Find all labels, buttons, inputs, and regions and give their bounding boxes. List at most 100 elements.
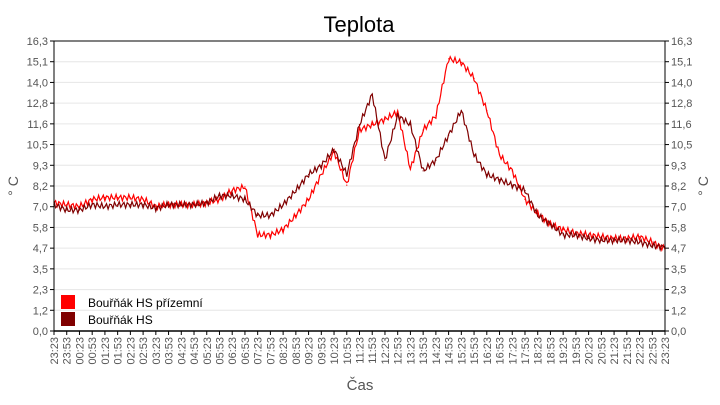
x-tick-label: 04:53 — [189, 337, 201, 365]
data-point — [155, 207, 157, 209]
y-tick-label-left: 10,5 — [27, 140, 48, 152]
data-point — [588, 237, 590, 240]
series-line-0 — [53, 55, 666, 253]
data-point — [358, 129, 361, 131]
x-tick-label: 00:53 — [87, 337, 99, 365]
y-tick-label-right: 2,3 — [671, 285, 686, 297]
y-tick-label-left: 5,8 — [33, 222, 48, 234]
data-point — [66, 204, 68, 206]
x-tick-label: 02:23 — [125, 337, 137, 365]
x-tick-label: 19:53 — [571, 337, 583, 365]
data-point — [231, 189, 233, 192]
x-tick-label: 21:53 — [622, 337, 634, 365]
data-point — [206, 202, 208, 204]
data-point — [549, 223, 552, 225]
data-point — [384, 118, 386, 120]
x-tick-label: 12:53 — [393, 337, 405, 365]
data-point — [244, 198, 246, 200]
x-tick-label: 17:53 — [520, 337, 532, 365]
data-point — [397, 111, 399, 113]
data-point — [638, 236, 641, 238]
data-point — [282, 228, 284, 231]
y-tick-label-right: 15,1 — [671, 57, 692, 69]
data-point — [511, 184, 513, 186]
data-point — [117, 204, 119, 206]
data-point — [66, 209, 68, 211]
y-tick-label-left: 15,1 — [27, 57, 48, 69]
data-point — [448, 58, 450, 60]
x-tick-label: 07:53 — [265, 337, 277, 365]
data-point — [562, 234, 564, 236]
x-tick-label: 23:53 — [62, 337, 74, 365]
x-tick-label: 22:23 — [635, 337, 647, 365]
data-point — [307, 198, 310, 200]
data-point — [473, 154, 475, 156]
y-tick-label-right: 9,3 — [671, 160, 686, 172]
x-tick-label: 17:23 — [507, 337, 519, 365]
x-tick-label: 10:23 — [329, 337, 341, 365]
data-point — [295, 189, 297, 192]
x-tick-label: 06:53 — [240, 337, 252, 365]
x-tick-label: 08:53 — [291, 337, 303, 365]
data-point — [460, 61, 462, 63]
legend: Bouřňák HS přízemní Bouřňák HS — [61, 295, 203, 327]
y-tick-label-right: 10,5 — [671, 140, 692, 152]
x-tick-label: 05:53 — [214, 337, 226, 365]
y-tick-label-left: 14,0 — [27, 77, 48, 89]
data-point — [486, 173, 488, 176]
x-tick-label: 13:23 — [405, 337, 417, 365]
data-point — [346, 173, 348, 176]
data-point — [473, 77, 475, 79]
data-point — [537, 214, 539, 216]
x-tick-label: 02:53 — [138, 337, 150, 365]
x-tick-label: 10:53 — [342, 337, 354, 365]
data-point — [282, 204, 284, 206]
x-tick-label: 05:23 — [202, 337, 214, 365]
data-point — [142, 204, 144, 206]
x-tick-label: 19:23 — [558, 337, 570, 365]
data-point — [562, 228, 564, 231]
x-tick-label: 15:23 — [456, 337, 468, 365]
x-tick-label: 15:53 — [469, 337, 481, 365]
data-point — [524, 198, 526, 200]
x-tick-label: 20:53 — [596, 337, 608, 365]
y-tick-label-right: 5,8 — [671, 222, 686, 234]
y-tick-label-right: 16,3 — [671, 36, 692, 48]
data-point — [511, 170, 513, 172]
data-point — [320, 173, 322, 176]
x-tick-label: 21:23 — [609, 337, 621, 365]
x-tick-label: 23:23 — [660, 337, 672, 365]
data-point — [117, 196, 119, 199]
x-tick-label: 01:23 — [100, 337, 112, 365]
x-tick-label: 22:53 — [647, 337, 659, 365]
data-point — [193, 204, 195, 206]
data-point — [129, 196, 131, 199]
y-tick-label-left: 12,8 — [27, 98, 48, 110]
data-point — [78, 209, 81, 211]
y-tick-label-left: 7,0 — [33, 202, 48, 214]
data-point — [422, 129, 424, 131]
y-tick-label-right: 11,6 — [671, 119, 692, 131]
x-tick-label: 09:23 — [304, 337, 316, 365]
x-tick-label: 14:53 — [444, 337, 456, 365]
data-point — [397, 115, 399, 117]
y-tick-label-left: 2,3 — [33, 285, 48, 297]
data-point — [486, 109, 488, 111]
data-point — [257, 214, 259, 216]
data-point — [498, 154, 501, 156]
data-point — [231, 195, 233, 197]
data-point — [651, 241, 653, 243]
x-tick-label: 11:23 — [355, 337, 367, 364]
data-point — [384, 159, 386, 161]
x-tick-label: 04:23 — [176, 337, 188, 365]
x-tick-label: 03:23 — [151, 337, 163, 365]
legend-swatch — [61, 312, 75, 326]
data-point — [498, 179, 501, 181]
y-tick-label-left: 4,7 — [33, 243, 48, 255]
y-tick-label-right: 7,0 — [671, 202, 686, 214]
y-tick-label-right: 12,8 — [671, 98, 692, 110]
data-point — [409, 124, 412, 126]
y-tick-label-left: 9,3 — [33, 160, 48, 172]
data-point — [155, 205, 157, 208]
y-tick-label-right: 8,2 — [671, 181, 686, 193]
